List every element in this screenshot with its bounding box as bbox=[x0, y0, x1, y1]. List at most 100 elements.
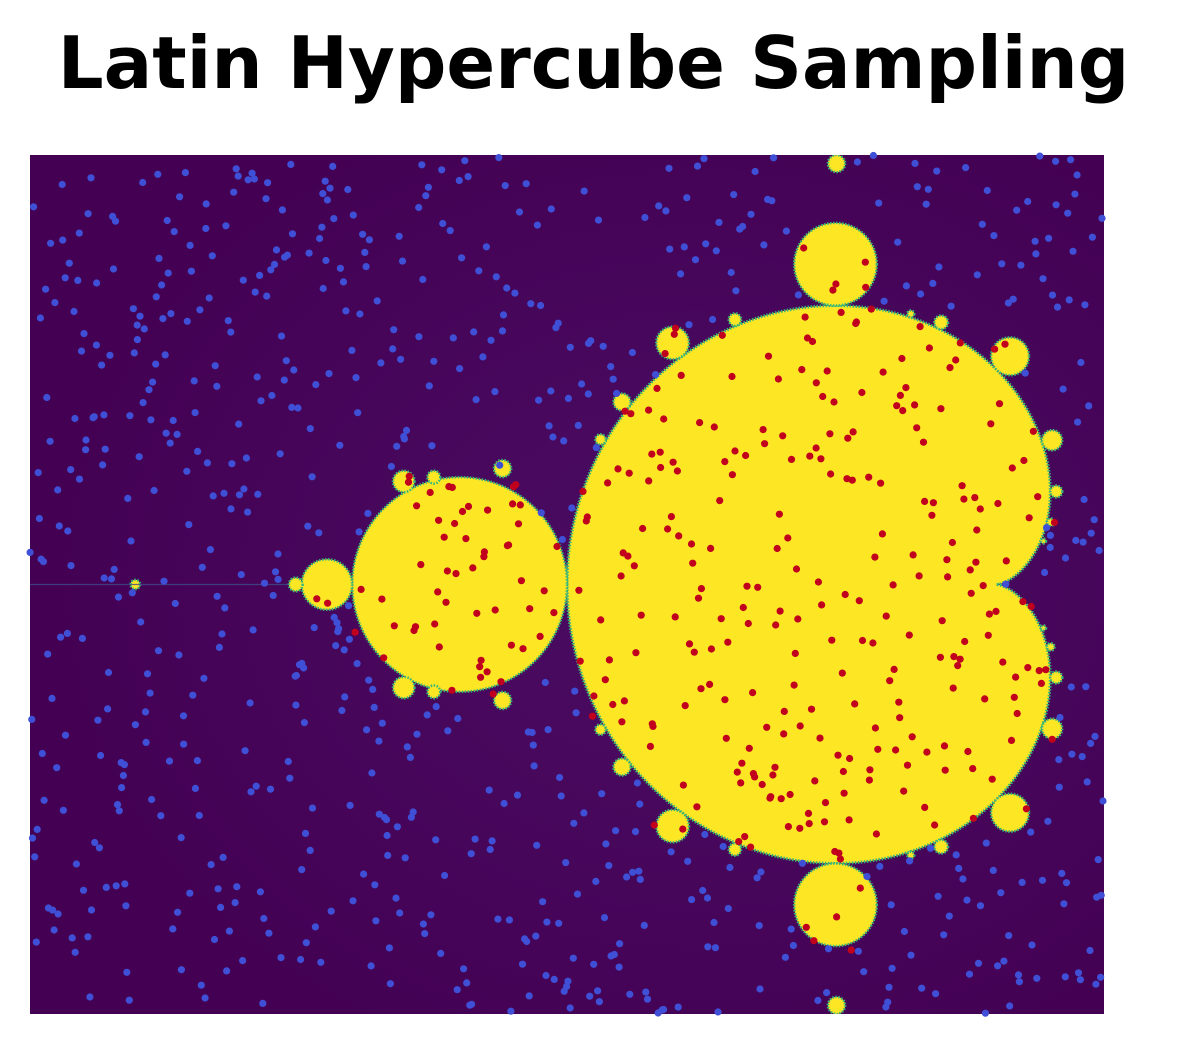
chart-title: Latin Hypercube Sampling bbox=[57, 21, 1130, 105]
outside-sample-point bbox=[208, 252, 216, 260]
outside-sample-point bbox=[1018, 878, 1026, 887]
inside-sample-point bbox=[627, 410, 635, 418]
outside-sample-point bbox=[558, 535, 567, 544]
inside-sample-point bbox=[435, 643, 443, 651]
outside-sample-point bbox=[592, 444, 600, 452]
inside-sample-point bbox=[497, 678, 505, 686]
inside-sample-point bbox=[507, 641, 515, 649]
inside-sample-point bbox=[1029, 427, 1037, 435]
outside-sample-point bbox=[952, 851, 960, 859]
inside-sample-point bbox=[916, 323, 924, 331]
outside-sample-point bbox=[940, 931, 948, 939]
inside-sample-point bbox=[660, 415, 668, 423]
outside-sample-point bbox=[570, 819, 578, 827]
outside-sample-point bbox=[726, 863, 734, 872]
outside-sample-point bbox=[342, 307, 350, 315]
inside-sample-point bbox=[794, 615, 802, 623]
inside-sample-point bbox=[621, 407, 629, 415]
inside-sample-point bbox=[749, 689, 757, 697]
outside-sample-point bbox=[973, 271, 981, 279]
outside-sample-point bbox=[385, 944, 393, 952]
outside-sample-point bbox=[177, 834, 185, 842]
inside-sample-point bbox=[777, 795, 785, 803]
inside-sample-point bbox=[536, 632, 544, 641]
outside-sample-point bbox=[277, 332, 286, 340]
outside-sample-point bbox=[107, 575, 116, 583]
outside-sample-point bbox=[354, 409, 362, 417]
inside-sample-point bbox=[670, 330, 678, 338]
outside-sample-point bbox=[703, 894, 712, 902]
outside-sample-point bbox=[54, 910, 62, 918]
outside-sample-point bbox=[71, 414, 79, 423]
inside-sample-point bbox=[772, 621, 780, 629]
outside-sample-point bbox=[322, 256, 330, 265]
outside-sample-point bbox=[278, 206, 286, 214]
outside-sample-point bbox=[235, 491, 244, 499]
inside-sample-point bbox=[313, 595, 321, 603]
outside-sample-point bbox=[206, 546, 214, 554]
inside-sample-point bbox=[741, 833, 749, 841]
outside-sample-point bbox=[294, 404, 302, 412]
inside-sample-point bbox=[805, 820, 813, 828]
outside-sample-point bbox=[179, 712, 188, 720]
outside-sample-point bbox=[139, 178, 147, 187]
inside-sample-point bbox=[937, 405, 945, 413]
outside-sample-point bbox=[530, 762, 538, 770]
outside-sample-point bbox=[59, 236, 67, 244]
outside-sample-point bbox=[214, 885, 222, 893]
outside-sample-point bbox=[760, 241, 768, 249]
inside-sample-point bbox=[816, 734, 824, 742]
outside-sample-point bbox=[112, 882, 120, 890]
outside-sample-point bbox=[254, 490, 262, 498]
outside-sample-point bbox=[685, 321, 693, 329]
outside-sample-point bbox=[402, 426, 411, 434]
outside-sample-point bbox=[185, 521, 193, 529]
outside-sample-point bbox=[730, 191, 738, 199]
plot-area bbox=[26, 151, 1107, 1017]
outside-sample-point bbox=[286, 774, 294, 782]
inside-sample-point bbox=[879, 368, 887, 376]
outside-sample-point bbox=[1094, 856, 1102, 864]
outside-sample-point bbox=[346, 801, 354, 810]
inside-sample-point bbox=[808, 337, 817, 346]
inside-sample-point bbox=[972, 558, 980, 566]
outside-sample-point bbox=[378, 719, 386, 727]
outside-sample-point bbox=[854, 947, 863, 955]
outside-sample-point bbox=[67, 562, 75, 570]
inside-sample-point bbox=[844, 434, 852, 442]
inside-sample-point bbox=[798, 366, 806, 374]
outside-sample-point bbox=[532, 932, 540, 940]
outside-sample-point bbox=[382, 816, 391, 824]
period-5-bulb bbox=[1040, 428, 1064, 452]
outside-sample-point bbox=[68, 934, 76, 942]
outside-sample-point bbox=[82, 446, 90, 454]
outside-sample-point bbox=[190, 377, 198, 385]
outside-sample-point bbox=[976, 902, 985, 910]
outside-sample-point bbox=[398, 257, 407, 265]
inside-sample-point bbox=[440, 533, 448, 541]
outside-sample-point bbox=[643, 995, 652, 1003]
inside-sample-point bbox=[1001, 340, 1009, 348]
outside-sample-point bbox=[28, 715, 36, 724]
outside-sample-point bbox=[341, 693, 349, 701]
outside-sample-point bbox=[171, 599, 179, 608]
outside-sample-point bbox=[46, 437, 54, 445]
inside-sample-point bbox=[630, 562, 638, 570]
inside-sample-point bbox=[992, 607, 1000, 616]
outside-sample-point bbox=[364, 509, 372, 517]
inside-sample-point bbox=[895, 698, 903, 706]
inside-sample-point bbox=[991, 345, 999, 353]
inside-sample-point bbox=[846, 754, 854, 763]
outside-sample-point bbox=[217, 903, 225, 912]
outside-sample-point bbox=[383, 831, 391, 840]
inside-sample-point bbox=[871, 724, 880, 732]
inside-sample-point bbox=[390, 622, 398, 630]
inside-sample-point bbox=[988, 775, 996, 783]
inside-sample-point bbox=[434, 588, 442, 596]
outside-sample-point bbox=[200, 674, 208, 682]
inside-sample-point bbox=[1035, 667, 1043, 675]
outside-sample-point bbox=[814, 996, 822, 1005]
inside-sample-point bbox=[426, 488, 434, 497]
inside-sample-point bbox=[639, 524, 647, 533]
outside-sample-point bbox=[441, 871, 449, 880]
